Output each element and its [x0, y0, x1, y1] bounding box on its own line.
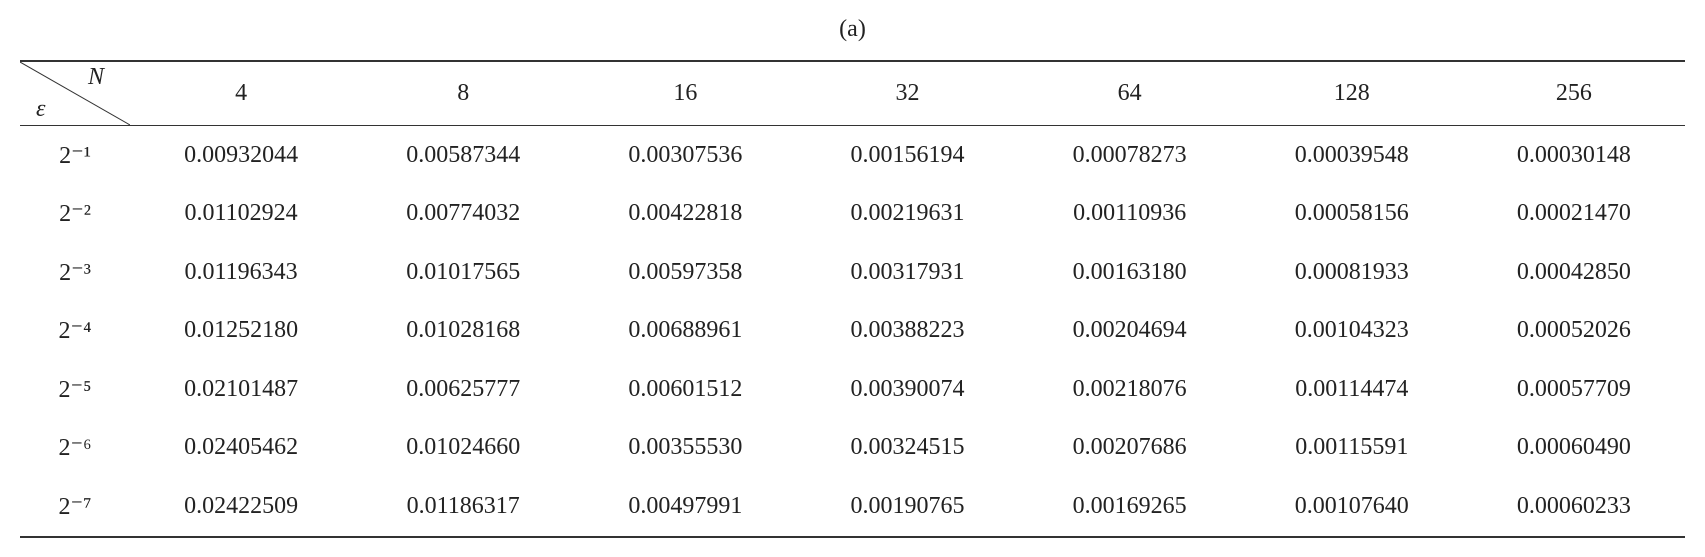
data-table: N ε 4 8 16 32 64 128 256 2⁻¹ 0.00932044 0.005873…	[20, 60, 1685, 538]
table-cell: 0.00104323	[1294, 317, 1409, 344]
table-cell: 0.00110936	[1073, 200, 1187, 227]
table-cell: 0.00052026	[1516, 317, 1631, 344]
table-cell: 0.00207686	[1072, 434, 1187, 461]
table-cell: 0.00307536	[628, 141, 743, 168]
column-header: 32	[895, 80, 920, 106]
row-label: 2⁻⁵	[58, 376, 92, 403]
table-cell: 0.00060233	[1516, 492, 1631, 519]
table-cell: 0.00497991	[628, 492, 743, 519]
header-row: N ε 4 8 16 32 64 128 256	[20, 61, 1685, 126]
table-cell: 0.00388223	[850, 317, 965, 344]
table-cell: 0.01186317	[406, 492, 520, 519]
table-cell: 0.00107640	[1294, 492, 1409, 519]
table-cell: 0.00021470	[1516, 200, 1631, 227]
table-cell: 0.00057709	[1516, 375, 1631, 402]
table-cell: 0.02405462	[184, 434, 299, 461]
table-cell: 0.00115591	[1295, 434, 1409, 461]
table-cell: 0.00932044	[184, 141, 299, 168]
column-header: 16	[673, 80, 698, 106]
table-caption: (a)	[839, 16, 866, 42]
table-cell: 0.00204694	[1072, 317, 1187, 344]
table-cell: 0.00774032	[406, 200, 521, 227]
table-cell: 0.00355530	[628, 434, 743, 461]
row-label: 2⁻²	[59, 201, 91, 228]
table-cell: 0.00219631	[850, 200, 965, 227]
table-cell: 0.00390074	[850, 375, 965, 402]
table-cell: 0.00039548	[1294, 141, 1409, 168]
table-cell: 0.00078273	[1072, 141, 1187, 168]
table-row: 2⁻³ 0.01196343 0.01017565 0.00597358 0.00317…	[20, 243, 1685, 302]
table-head: N ε 4 8 16 32 64 128 256	[20, 61, 1685, 126]
table-cell: 0.00081933	[1294, 258, 1409, 285]
table-cell: 0.00688961	[628, 317, 743, 344]
table-cell: 0.00317931	[850, 258, 965, 285]
table-row: 2⁻⁴ 0.01252180 0.01028168 0.00688961 0.00388…	[20, 302, 1685, 361]
row-label: 2⁻⁶	[58, 435, 92, 462]
table-cell: 0.00625777	[406, 375, 521, 402]
table-body: 2⁻¹ 0.00932044 0.00587344 0.00307536 0.00156…	[20, 126, 1685, 537]
table-cell: 0.00169265	[1072, 492, 1187, 519]
corner-diagonal	[20, 62, 130, 125]
row-label: 2⁻³	[59, 259, 91, 286]
column-header: 4	[235, 80, 248, 106]
table-row: 2⁻⁷ 0.02422509 0.01186317 0.00497991 0.00190…	[20, 477, 1685, 537]
corner-top-label: N	[87, 64, 104, 90]
table-cell: 0.00042850	[1516, 258, 1631, 285]
table-row: 2⁻¹ 0.00932044 0.00587344 0.00307536 0.00156…	[20, 126, 1685, 185]
table-cell: 0.00601512	[628, 375, 743, 402]
row-label: 2⁻¹	[59, 142, 91, 169]
table-cell: 0.00156194	[850, 141, 965, 168]
table-cell: 0.00163180	[1072, 258, 1187, 285]
table-cell: 0.02422509	[184, 492, 299, 519]
table-cell: 0.00058156	[1294, 200, 1409, 227]
table-cell: 0.00190765	[850, 492, 965, 519]
column-header: 8	[457, 80, 470, 106]
table-cell: 0.00597358	[628, 258, 743, 285]
table-cell: 0.01196343	[184, 258, 298, 285]
table-cell: 0.00422818	[628, 200, 743, 227]
corner-cell: N ε	[20, 61, 130, 126]
table-cell: 0.00060490	[1516, 434, 1631, 461]
table-cell: 0.00324515	[850, 434, 965, 461]
table-cell: 0.01102924	[184, 200, 298, 227]
table-cell: 0.00218076	[1072, 375, 1187, 402]
table-cell: 0.02101487	[184, 375, 299, 402]
column-header: 128	[1333, 80, 1370, 106]
table-row: 2⁻⁵ 0.02101487 0.00625777 0.00601512 0.00390…	[20, 360, 1685, 419]
table-cell: 0.00114474	[1295, 375, 1409, 402]
table-cell: 0.01017565	[406, 258, 521, 285]
table-cell: 0.01024660	[406, 434, 521, 461]
table-cell: 0.01028168	[406, 317, 521, 344]
table-cell: 0.00587344	[406, 141, 521, 168]
table-row: 2⁻² 0.01102924 0.00774032 0.00422818 0.00219…	[20, 185, 1685, 244]
column-header: 256	[1555, 80, 1592, 106]
table-cell: 0.01252180	[184, 317, 299, 344]
table-row: 2⁻⁶ 0.02405462 0.01024660 0.00355530 0.00324…	[20, 419, 1685, 478]
row-label: 2⁻⁷	[58, 493, 92, 520]
corner-bottom-label: ε	[36, 96, 46, 122]
table-cell: 0.00030148	[1516, 141, 1631, 168]
column-header: 64	[1117, 80, 1142, 106]
row-label: 2⁻⁴	[58, 318, 92, 345]
